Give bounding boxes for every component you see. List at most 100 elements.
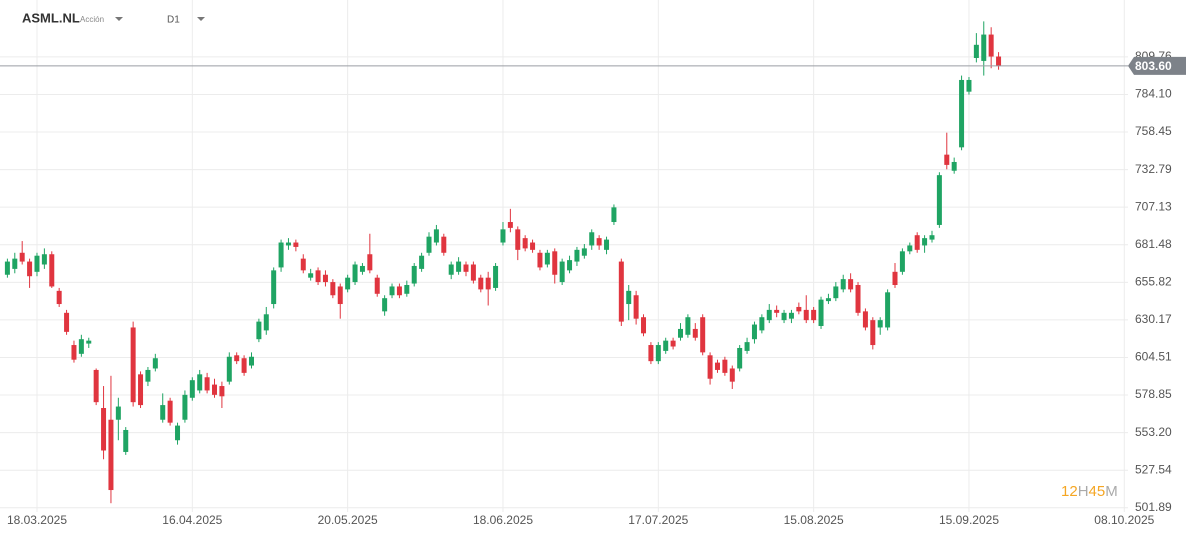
overlay: 501.89 527.54 553.20 578.85 604.51 630.17 655.… xyxy=(0,49,1186,527)
candle-body xyxy=(123,429,129,452)
candle-body xyxy=(359,265,365,272)
candle-body xyxy=(441,236,447,253)
candle-body xyxy=(781,312,787,321)
candle-body xyxy=(189,380,195,398)
candle-body xyxy=(108,419,114,491)
candle-body xyxy=(722,359,728,373)
candle-body xyxy=(885,292,891,328)
candle-body xyxy=(426,236,432,253)
candle-body xyxy=(862,311,868,328)
timeframe[interactable]: D1 xyxy=(167,15,180,26)
candle-body xyxy=(130,327,136,403)
candle-body xyxy=(241,358,247,373)
candle-body xyxy=(988,34,994,57)
candle-body xyxy=(226,356,232,382)
candle-body xyxy=(677,328,683,338)
candle-body xyxy=(419,255,425,269)
x-tick-label: 15.08.2025 xyxy=(784,513,844,527)
candle-body xyxy=(293,242,299,247)
candle-body xyxy=(766,309,772,321)
candle-body xyxy=(855,284,861,313)
candle-body xyxy=(86,340,92,344)
candle-body xyxy=(493,265,499,288)
candle-body xyxy=(456,261,462,272)
candle-body xyxy=(700,317,706,353)
candle-body xyxy=(248,356,254,366)
candle-body xyxy=(907,245,913,252)
candle-body xyxy=(478,277,484,290)
candle-body xyxy=(507,222,513,228)
candle-body xyxy=(774,309,780,313)
countdown-unit: H xyxy=(1078,483,1089,500)
candle-body xyxy=(537,252,543,268)
dropdown-arrow[interactable] xyxy=(197,17,205,21)
candle-body xyxy=(663,340,669,351)
candle-body xyxy=(574,249,580,262)
candle-body xyxy=(796,306,802,312)
x-tick-label: 08.10.2025 xyxy=(1094,513,1154,527)
y-tick-label: 604.51 xyxy=(1135,350,1172,364)
y-tick-label: 758.45 xyxy=(1135,124,1172,138)
candles xyxy=(4,21,1002,504)
dropdown-arrow[interactable] xyxy=(115,17,123,21)
candle-body xyxy=(670,340,676,347)
countdown: 12H45M xyxy=(1061,483,1118,500)
candle-body xyxy=(633,295,639,319)
candle-body xyxy=(803,309,809,321)
candle-body xyxy=(618,261,624,322)
candle-body xyxy=(951,161,957,171)
candle-body xyxy=(848,279,854,290)
candle-body xyxy=(182,394,188,420)
candle-body xyxy=(219,386,225,397)
candle-body xyxy=(433,229,439,243)
candle-body xyxy=(212,384,218,395)
candle-body xyxy=(899,251,905,272)
candle-body xyxy=(234,355,240,362)
candle-body xyxy=(315,270,321,283)
candle-body xyxy=(345,277,351,290)
x-tick-label: 16.04.2025 xyxy=(162,513,222,527)
candle-body xyxy=(522,238,528,249)
candle-body xyxy=(833,286,839,299)
y-tick-label: 707.13 xyxy=(1135,199,1172,213)
candle-body xyxy=(160,405,166,420)
candle-body xyxy=(596,238,602,246)
countdown-hours: 12 xyxy=(1061,483,1078,500)
candle-body xyxy=(655,345,661,362)
candle-body xyxy=(300,258,306,271)
y-tick-label: 681.48 xyxy=(1135,237,1172,251)
x-tick-label: 17.07.2025 xyxy=(628,513,688,527)
candle-body xyxy=(382,298,388,312)
candle-body xyxy=(41,254,47,265)
candle-body xyxy=(167,400,173,423)
x-tick-label: 15.09.2025 xyxy=(939,513,999,527)
candle-body xyxy=(788,312,794,319)
candle-body xyxy=(737,347,743,369)
candle-body xyxy=(56,290,62,305)
candle-body xyxy=(840,279,846,290)
candle-body xyxy=(374,277,380,294)
candle-body xyxy=(322,274,328,283)
candle-body xyxy=(870,320,876,346)
candle-body xyxy=(544,252,550,265)
candle-body xyxy=(685,317,691,335)
candle-body xyxy=(49,254,55,287)
candle-body xyxy=(818,299,824,327)
candle-body xyxy=(914,235,920,250)
candle-body xyxy=(263,314,269,331)
symbol[interactable]: ASML.NL xyxy=(22,10,80,25)
candle-body xyxy=(811,309,817,321)
candle-body xyxy=(648,345,654,362)
candle-body xyxy=(559,261,565,283)
y-tick-label: 501.89 xyxy=(1135,500,1172,514)
candle-body xyxy=(729,368,735,382)
candle-body xyxy=(34,255,40,272)
candle-body xyxy=(981,34,987,61)
candle-body xyxy=(973,44,979,58)
candle-body xyxy=(936,175,942,225)
countdown-minutes: 45 xyxy=(1089,483,1106,500)
y-tick-label: 527.54 xyxy=(1135,462,1172,476)
y-tick-label: 553.20 xyxy=(1135,425,1172,439)
candle-body xyxy=(389,286,395,296)
candle-body xyxy=(271,270,277,305)
